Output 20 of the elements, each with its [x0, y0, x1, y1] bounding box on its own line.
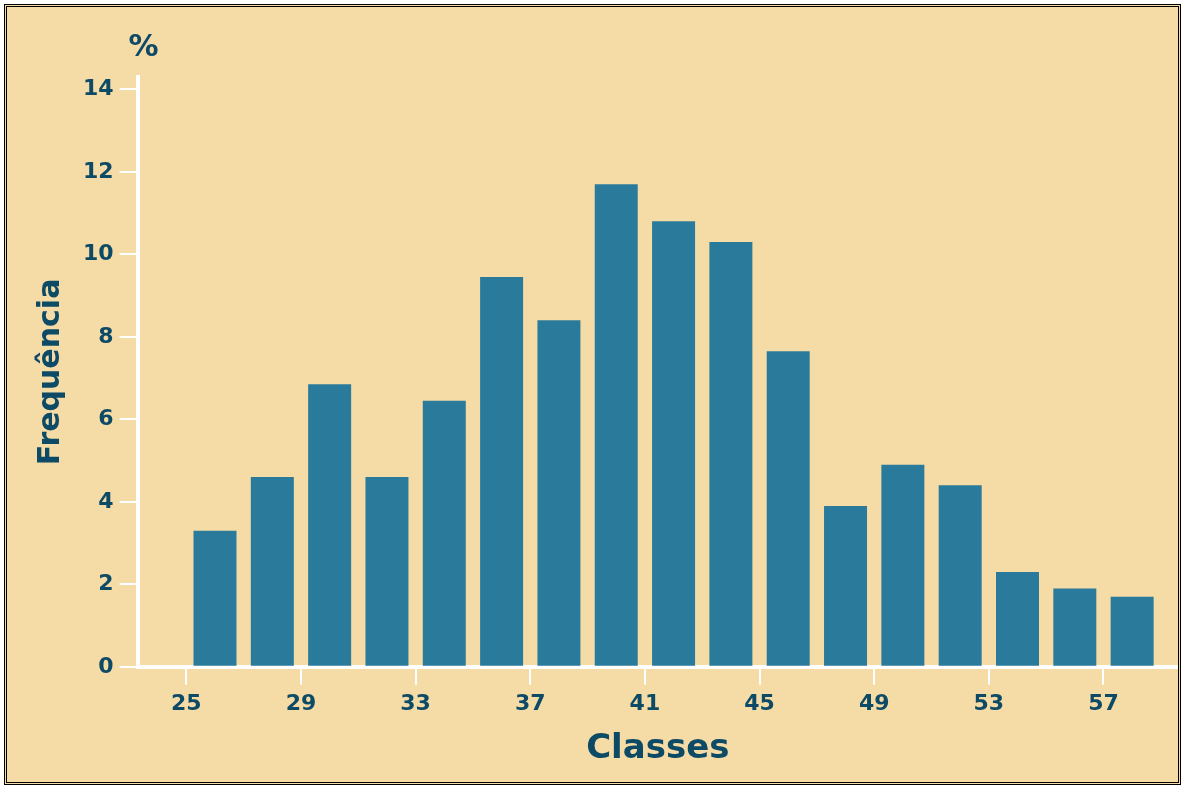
y-tick-label: 4 [98, 487, 114, 513]
x-tick-label: 41 [629, 689, 661, 715]
y-tick-label: 10 [82, 240, 114, 266]
x-tick-label: 37 [514, 689, 546, 715]
text: % [128, 27, 159, 63]
y-tick-label: 2 [98, 570, 114, 596]
y-tick-label: 0 [98, 652, 114, 678]
y-axis-title: Frequência [30, 278, 66, 466]
y-tick-label: 14 [82, 75, 114, 101]
y-tick-label: 8 [98, 322, 114, 348]
x-tick-label: 57 [1088, 689, 1119, 715]
y-tick-label: 12 [82, 157, 114, 183]
x-tick-label: 33 [400, 689, 431, 715]
y-tick-label: 6 [98, 405, 114, 431]
x-tick-label: 53 [973, 689, 1005, 715]
x-tick-label: 25 [171, 689, 202, 715]
x-axis-title: Classes [586, 726, 730, 767]
x-tick-label: 29 [285, 689, 317, 715]
x-tick-label: 45 [744, 689, 775, 715]
x-tick-label: 49 [858, 689, 890, 715]
